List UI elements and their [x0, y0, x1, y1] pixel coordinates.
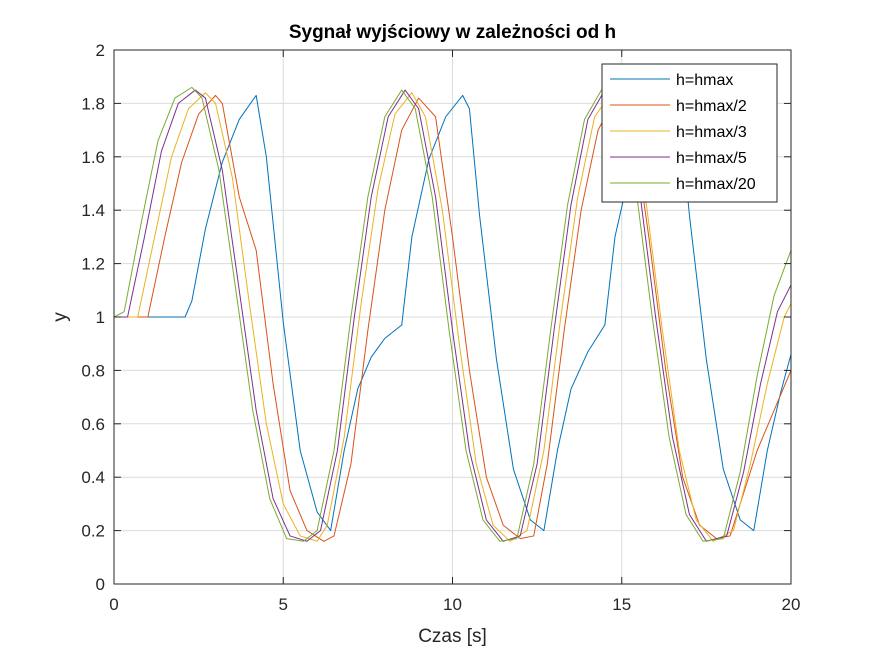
legend: h=hmax h=hmax/2 h=hmax/3 h=hmax/5 h=hmax/20: [601, 63, 778, 203]
y-tick-label: 1.4: [81, 201, 105, 220]
y-tick-label: 1.2: [81, 255, 105, 274]
y-tick-label: 1: [96, 308, 105, 327]
y-tick-label: 2: [96, 41, 105, 60]
chart-title: Sygnał wyjściowy w zależności od h: [289, 22, 616, 43]
y-tick-label: 0.2: [81, 522, 105, 541]
x-tick-label: 5: [279, 595, 288, 614]
x-tick-label: 20: [782, 595, 801, 614]
legend-label: h=hmax/5: [676, 150, 747, 167]
y-tick-label: 0.4: [81, 468, 105, 487]
legend-label: h=hmax: [676, 72, 733, 89]
series-line-4: [114, 89, 792, 542]
series-line-2: [114, 94, 792, 542]
y-tick-label: 0.6: [81, 415, 105, 434]
series-line-3: [114, 92, 792, 542]
series-line-5: [113, 86, 792, 542]
legend-label: h=hmax/20: [676, 176, 756, 193]
y-tick-label: 0.8: [81, 361, 105, 380]
legend-label: h=hmax/3: [676, 124, 747, 141]
y-tick-label: 1.8: [81, 94, 105, 113]
y-axis-label: y: [50, 312, 71, 322]
y-tick-label: 1.6: [81, 148, 105, 167]
y-tick-label: 0: [96, 575, 105, 594]
x-tick-label: 10: [443, 595, 462, 614]
x-tick-label: 0: [109, 595, 118, 614]
legend-box: [601, 63, 778, 203]
x-axis-label: Czas [s]: [418, 626, 487, 647]
ticks: 0 5 10 15 20 0 0.2 0.4 0.6 0.8 1 1.2 1.4 1.6 1.8 2: [81, 41, 800, 614]
legend-label: h=hmax/2: [676, 98, 747, 115]
x-tick-label: 15: [612, 595, 631, 614]
